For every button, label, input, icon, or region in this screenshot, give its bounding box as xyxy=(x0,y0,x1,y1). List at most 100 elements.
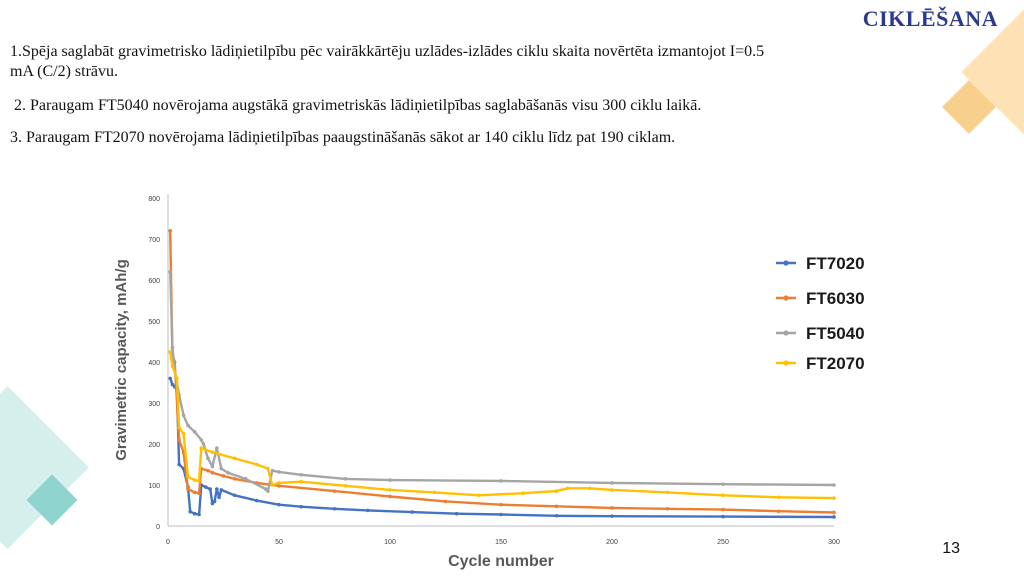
data-point xyxy=(177,438,181,442)
x-tick-label: 0 xyxy=(166,539,170,546)
data-point xyxy=(721,507,725,512)
data-point xyxy=(175,376,179,381)
data-point xyxy=(277,470,281,474)
data-point xyxy=(188,509,192,514)
data-point xyxy=(499,502,503,507)
data-point xyxy=(665,506,670,511)
data-point xyxy=(454,511,459,516)
legend-marker xyxy=(783,360,789,366)
data-point xyxy=(610,488,614,492)
data-point xyxy=(610,514,614,518)
data-point xyxy=(277,502,281,507)
data-point xyxy=(721,482,725,486)
legend-label: FT7020 xyxy=(806,254,865,273)
legend-marker xyxy=(783,260,789,266)
y-tick-label: 600 xyxy=(148,278,160,285)
x-tick-label: 200 xyxy=(606,539,618,546)
data-point xyxy=(270,483,275,487)
data-point xyxy=(215,487,219,491)
x-tick-label: 100 xyxy=(384,539,396,546)
data-point xyxy=(776,509,781,514)
data-point xyxy=(199,438,204,442)
chart-legend: FT7020 FT6030 FT5040 FT2070 xyxy=(776,254,865,373)
data-point xyxy=(192,478,197,482)
slide-title: CIKLĒŠANA xyxy=(862,6,998,31)
y-tick-label: 200 xyxy=(148,442,160,449)
data-point xyxy=(192,490,197,495)
data-point xyxy=(197,479,201,483)
data-point xyxy=(332,489,337,493)
data-point xyxy=(499,479,503,483)
data-point xyxy=(299,479,304,484)
data-point xyxy=(554,504,559,509)
y-tick-label: 700 xyxy=(148,237,160,244)
data-point xyxy=(432,490,437,495)
data-point xyxy=(177,393,181,397)
data-point xyxy=(254,462,259,467)
data-point xyxy=(299,472,304,477)
data-point xyxy=(270,468,275,473)
y-tick-label: 300 xyxy=(148,401,160,408)
data-point xyxy=(170,345,175,350)
data-point xyxy=(263,487,268,491)
data-point xyxy=(203,485,208,489)
data-point xyxy=(565,486,570,491)
chart-axes: 0 100 200 300 400 500 600 700 800 0 50 100 150 200 250… xyxy=(148,194,840,546)
data-point xyxy=(199,483,204,487)
data-point xyxy=(186,475,190,479)
data-point xyxy=(210,501,215,506)
data-point xyxy=(266,466,270,471)
data-point xyxy=(832,515,836,519)
x-tick-label: 50 xyxy=(275,539,283,546)
data-point xyxy=(192,511,197,516)
y-tick-label: 500 xyxy=(148,319,160,326)
data-point xyxy=(343,484,348,488)
data-point xyxy=(210,464,215,469)
data-point xyxy=(366,508,370,513)
data-point xyxy=(219,466,224,471)
data-point xyxy=(175,388,179,393)
series-line-ft6030 xyxy=(169,230,835,514)
data-point xyxy=(168,349,173,354)
data-point xyxy=(388,494,392,499)
bullet-1-line-2: mA (C/2) strāvu. xyxy=(10,63,118,80)
data-point xyxy=(299,504,304,509)
data-point xyxy=(210,450,215,455)
y-tick-label: 100 xyxy=(148,483,160,490)
bullet-3: 3. Paraugam FT2070 novērojama lādiņietil… xyxy=(10,129,676,146)
data-point xyxy=(665,490,670,495)
legend-marker xyxy=(783,295,789,301)
data-point xyxy=(181,466,186,471)
page-number: 13 xyxy=(942,540,960,557)
data-point xyxy=(610,481,614,485)
y-tick-label: 800 xyxy=(148,196,160,203)
data-point xyxy=(232,477,237,481)
data-point xyxy=(206,468,210,473)
data-point xyxy=(266,489,270,493)
bullet-1-line-1: 1.Spēja saglabāt gravimetrisko lādiņieti… xyxy=(10,43,765,60)
x-tick-label: 300 xyxy=(828,539,840,546)
data-point xyxy=(217,495,221,500)
data-point xyxy=(192,429,197,434)
data-point xyxy=(332,506,337,511)
data-point xyxy=(197,512,201,517)
data-point xyxy=(199,446,204,450)
data-point xyxy=(610,506,614,510)
data-point xyxy=(254,498,259,503)
data-point xyxy=(181,413,186,418)
data-point xyxy=(186,423,190,428)
bullet-2: 2. Paraugam FT5040 novērojama augstākā g… xyxy=(14,97,702,114)
data-point xyxy=(243,477,248,481)
x-tick-label: 150 xyxy=(495,539,507,546)
data-point xyxy=(254,481,259,485)
series-line-ft7020 xyxy=(169,377,835,519)
data-point xyxy=(199,466,204,471)
data-point xyxy=(832,510,836,515)
data-point xyxy=(210,470,215,475)
data-point xyxy=(168,229,173,233)
data-point xyxy=(443,499,448,504)
data-point xyxy=(197,491,201,496)
data-point xyxy=(170,364,175,368)
data-point xyxy=(168,376,173,381)
